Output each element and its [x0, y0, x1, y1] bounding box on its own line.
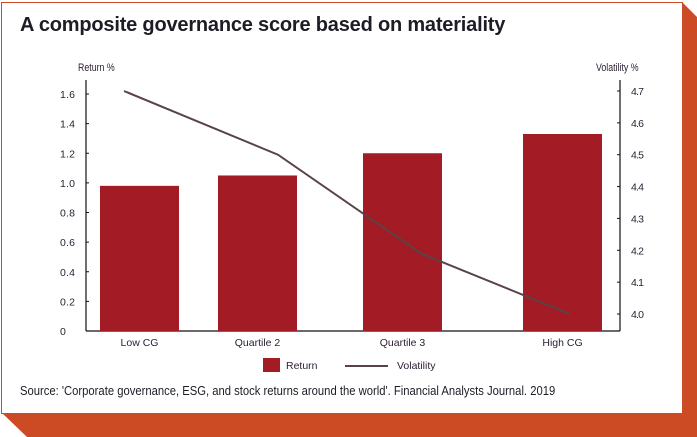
bar-quartile-3 — [363, 153, 442, 331]
left-tick-label: 1.4 — [60, 119, 75, 131]
left-axis-title: Return % — [78, 62, 115, 74]
right-axis-title: Volatility % — [596, 62, 639, 74]
volatility-line — [123, 90, 571, 315]
bar-quartile-2 — [218, 175, 297, 331]
left-tick-label: 0.4 — [60, 267, 75, 279]
right-tick-label: 4.5 — [631, 150, 644, 162]
left-tick-label: 0.6 — [60, 237, 75, 249]
left-tick-label: 1.2 — [60, 148, 75, 160]
category-label: Quartile 3 — [380, 337, 426, 349]
legend-volatility-label: Volatility — [397, 360, 436, 372]
category-label: Low CG — [121, 337, 159, 349]
chart-title: A composite governance score based on ma… — [20, 14, 506, 36]
right-tick-label: 4.4 — [631, 182, 644, 194]
bar-high-cg — [523, 133, 602, 331]
legend-return-swatch — [263, 358, 280, 372]
right-tick-label: 4.0 — [631, 309, 644, 321]
right-tick-label: 4.1 — [631, 277, 644, 289]
left-tick-label: 0.8 — [60, 208, 75, 220]
legend-return-label: Return — [286, 360, 318, 372]
category-label: Quartile 2 — [235, 337, 281, 349]
left-tick-label: 1.0 — [60, 178, 75, 190]
left-tick-label: 0.2 — [60, 296, 75, 308]
source-note: Source: 'Corporate governance, ESG, and … — [20, 384, 556, 398]
left-tick-label: 0 — [60, 326, 66, 338]
bar-low-cg — [100, 185, 179, 331]
right-tick-label: 4.7 — [631, 86, 644, 98]
right-tick-label: 4.3 — [631, 213, 644, 225]
right-tick-label: 4.2 — [631, 245, 644, 257]
right-tick-label: 4.6 — [631, 118, 644, 130]
left-tick-label: 1.6 — [60, 89, 75, 101]
category-label: High CG — [542, 337, 582, 349]
